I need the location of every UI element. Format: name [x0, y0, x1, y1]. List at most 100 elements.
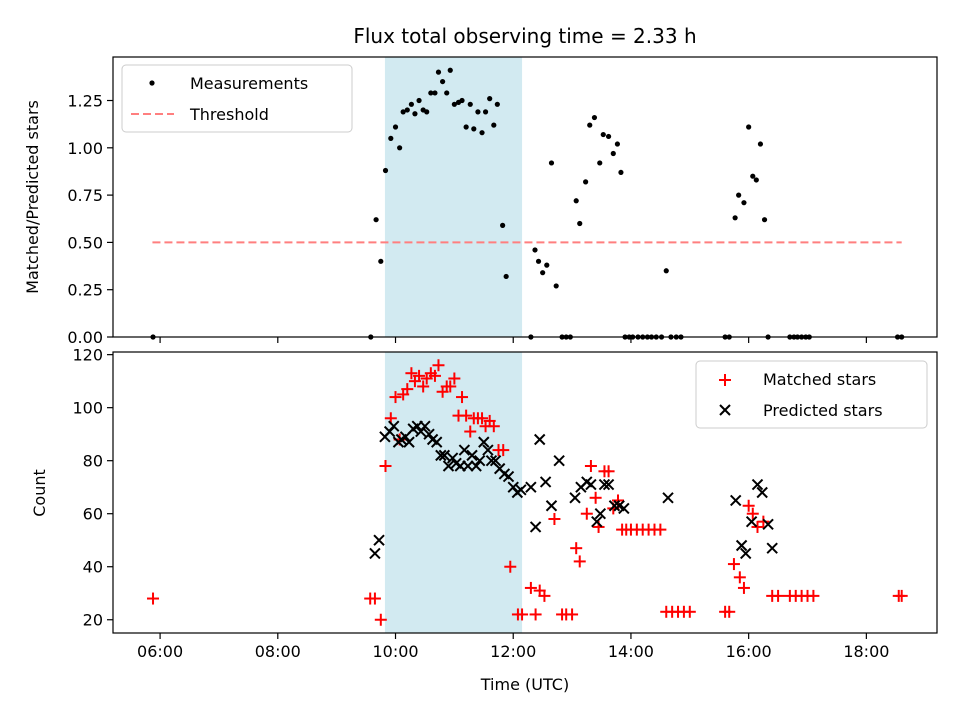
x-tick-label: 14:00	[608, 642, 654, 661]
measurement-point	[424, 109, 430, 115]
predicted-star-point	[502, 470, 515, 483]
matched-star-point	[751, 520, 764, 533]
matched-star-point	[548, 513, 561, 526]
y-tick-label: 40	[83, 558, 103, 577]
bottom-legend: Matched stars Predicted stars	[695, 360, 928, 429]
predicted-star-point	[419, 420, 431, 432]
measurement-point	[435, 69, 442, 75]
measurement-point	[479, 130, 485, 136]
measurement-point	[373, 217, 379, 223]
matched-star-point	[772, 589, 785, 602]
matched-star-point	[464, 425, 477, 438]
matched-star-point	[432, 359, 445, 372]
measurement-point	[459, 97, 465, 104]
measurement-point	[761, 217, 768, 223]
predicted-star-point	[462, 460, 474, 472]
measurement-point	[753, 177, 759, 183]
measurement-point	[475, 109, 481, 115]
measurement-point	[412, 111, 418, 117]
predicted-stars-points	[369, 420, 778, 560]
measurement-point	[447, 67, 453, 73]
predicted-star-point	[431, 436, 443, 448]
top-axes-frame	[112, 56, 938, 338]
matched-star-point	[497, 444, 510, 457]
matched-star-point	[379, 459, 392, 472]
measurement-point	[471, 126, 477, 132]
legend-measurements-label: Measurements	[190, 74, 308, 93]
predicted-star-point	[388, 420, 400, 432]
matched-star-point	[580, 507, 593, 520]
predicted-star-point	[766, 542, 778, 554]
matched-star-point	[570, 542, 583, 555]
predicted-star-point	[515, 484, 527, 496]
x-tick-label: 08:00	[255, 642, 301, 661]
measurement-point	[587, 122, 593, 128]
matched-star-point	[589, 491, 602, 504]
measurement-point	[503, 273, 509, 280]
legend-threshold-label: Threshold	[189, 105, 269, 124]
predicted-star-point	[435, 449, 447, 462]
measurement-point	[467, 101, 473, 107]
measurements-points	[150, 67, 905, 340]
y-tick-label: 0.00	[67, 328, 103, 347]
legend-predicted-marker	[719, 404, 731, 416]
measurement-point	[416, 97, 422, 104]
measurement-point	[605, 133, 612, 140]
measurement-point	[553, 283, 559, 289]
measurement-point	[378, 258, 384, 264]
predicted-star-point	[539, 476, 552, 488]
matched-star-point	[444, 380, 457, 393]
top-legend: Measurements Threshold	[121, 64, 353, 133]
predicted-star-point	[442, 460, 455, 472]
top-y-axis-label: Matched/Predicted stars	[23, 100, 42, 294]
matched-star-point	[584, 459, 597, 472]
matched-star-point	[895, 589, 908, 602]
predicted-star-point	[403, 436, 415, 448]
measurement-point	[444, 90, 450, 96]
predicted-star-point	[529, 521, 542, 533]
matched-star-point	[654, 523, 667, 536]
predicted-star-point	[489, 454, 502, 467]
predicted-star-point	[373, 534, 385, 546]
measurement-point	[500, 222, 506, 228]
matched-star-point	[573, 555, 586, 568]
matched-star-point	[504, 560, 517, 573]
bottom-panel: 06:00 08:00 10:00 12:00 14:00 16:00 18:00 20 40…	[30, 346, 938, 694]
top-panel: 0.00 0.25 0.50 0.75 1.00 1.25 Matched/Predict…	[23, 56, 938, 347]
top-y-ticks: 0.00 0.25 0.50 0.75 1.00 1.25	[67, 92, 113, 347]
matched-star-point	[368, 592, 381, 605]
x-tick-label: 10:00	[372, 642, 418, 661]
measurement-point	[591, 114, 598, 121]
matched-star-point	[757, 515, 770, 528]
predicted-star-point	[662, 492, 674, 504]
y-tick-label: 1.25	[67, 92, 103, 111]
predicted-star-point	[478, 436, 490, 448]
measurement-point	[494, 101, 500, 107]
bottom-shaded-span	[384, 352, 523, 633]
x-tick-label: 12:00	[490, 642, 536, 661]
matched-star-point	[538, 589, 551, 602]
matched-star-point	[737, 581, 750, 594]
matched-star-point	[727, 558, 740, 571]
measurement-point	[614, 141, 621, 147]
matched-star-point	[602, 465, 615, 478]
measurement-point	[487, 96, 493, 102]
matched-star-point	[405, 367, 418, 380]
predicted-star-point	[525, 481, 537, 493]
predicted-star-point	[756, 486, 768, 499]
x-tick-label: 06:00	[137, 642, 183, 661]
measurement-point	[610, 150, 616, 157]
matched-star-point	[476, 412, 489, 425]
y-tick-label: 1.00	[67, 139, 103, 158]
predicted-star-point	[466, 449, 478, 462]
measurement-point	[432, 90, 438, 96]
predicted-star-point	[745, 515, 758, 528]
predicted-star-point	[482, 444, 494, 456]
measurement-point	[597, 160, 603, 166]
matched-star-point	[460, 409, 473, 422]
measurement-point	[532, 247, 538, 253]
matched-star-point	[401, 383, 414, 396]
predicted-star-point	[458, 444, 471, 456]
measurement-point	[535, 258, 542, 264]
